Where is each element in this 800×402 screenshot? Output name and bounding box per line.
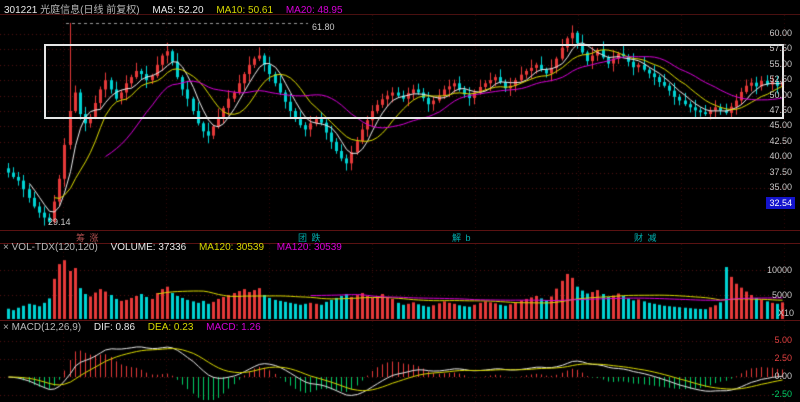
axis-label: 42.50 [769, 135, 792, 146]
ma5-value-label: MA5: 52.20 [152, 5, 204, 16]
axis-label: 2.50 [774, 353, 792, 363]
axis-label: 0.00 [774, 371, 792, 381]
axis-label: 5.00 [774, 335, 792, 345]
volume-ma120b-label: MA120: 30539 [276, 242, 342, 253]
volume-header: × VOL-TDX(120,120) VOLUME: 37336 MA120: … [3, 242, 342, 253]
axis-label: 35.00 [769, 182, 792, 192]
axis-label: 57.50 [769, 43, 792, 54]
axis-label: 52.50 [769, 74, 792, 85]
axis-label: 37.50 [769, 166, 792, 177]
axis-label: 45.00 [769, 120, 792, 131]
main-chart-pane [0, 14, 800, 231]
axis-label: 60.00 [769, 28, 792, 38]
axis-label: 10000 [766, 265, 792, 275]
axis-label: 47.50 [769, 105, 792, 115]
dea-value-label: DEA: 0.23 [147, 322, 194, 333]
macd-indicator-title[interactable]: MACD(12,26,9) [11, 322, 82, 333]
ma20-value-label: MA20: 48.95 [285, 5, 343, 16]
annotation-rectangle[interactable] [44, 44, 784, 119]
macd-pane: × MACD(12,26,9) DIF: 0.86 DEA: 0.23 MACD… [0, 320, 800, 402]
close-indicator-icon[interactable]: × [3, 322, 9, 333]
event-marker[interactable]: 筹 涨 [76, 233, 100, 243]
candlestick-chart[interactable] [0, 15, 800, 231]
volume-pane: × VOL-TDX(120,120) VOLUME: 37336 MA120: … [0, 242, 800, 320]
axis-label: 5000 [771, 289, 792, 300]
event-marker[interactable]: 团 跌 [298, 233, 322, 243]
highest-price-label: 61.80 [312, 22, 335, 32]
chart-header: 301221 光庭信息(日线 前复权) MA5: 52.20 MA10: 50.… [4, 1, 343, 16]
stock-code[interactable]: 301221 [4, 5, 38, 16]
event-marker[interactable]: 财 减 [634, 233, 658, 243]
macd-header: × MACD(12,26,9) DIF: 0.86 DEA: 0.23 MACD… [3, 322, 261, 333]
close-indicator-icon[interactable]: × [3, 242, 9, 253]
volume-value-label: VOLUME: 37336 [110, 242, 187, 253]
price-tag: 32.54 [766, 197, 795, 209]
volume-ma120a-label: MA120: 30539 [198, 242, 265, 253]
lowest-price-label: 29.14 [48, 217, 71, 227]
event-marker[interactable]: 解 b [452, 233, 472, 243]
stock-name-period[interactable]: 光庭信息(日线 前复权) [40, 5, 140, 16]
axis-label: 50.00 [769, 89, 792, 100]
dif-value-label: DIF: 0.86 [93, 322, 136, 333]
ma10-value-label: MA10: 50.61 [216, 5, 274, 16]
volume-chart[interactable] [0, 244, 800, 320]
axis-label: -2.50 [771, 389, 792, 399]
volume-multiplier-label: X10 [777, 308, 794, 318]
macd-chart[interactable] [0, 321, 800, 402]
volume-indicator-title[interactable]: VOL-TDX(120,120) [11, 242, 98, 253]
macd-value-label: MACD: 1.26 [206, 322, 261, 333]
axis-label: 55.00 [769, 58, 792, 69]
axis-label: 40.00 [769, 151, 792, 162]
